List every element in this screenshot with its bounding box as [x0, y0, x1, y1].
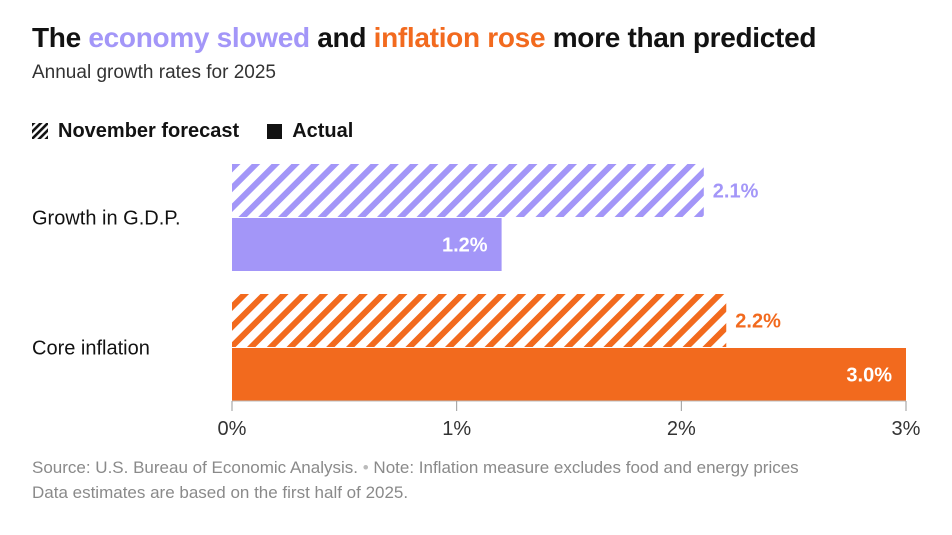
source-note-line-1: Source: U.S. Bureau of Economic Analysis… — [32, 458, 799, 478]
x-tick-label-3: 3% — [892, 418, 921, 440]
title-part-1: The — [32, 22, 89, 53]
source-note-line-2: Data estimates are based on the first ha… — [32, 483, 409, 502]
bullet-separator: • — [362, 458, 369, 477]
bar-growth-in-g-d-p-actual — [232, 218, 502, 271]
solid-swatch-icon — [267, 123, 283, 139]
bar-growth-in-g-d-p-november-forecast — [232, 164, 704, 217]
x-tick-label-0: 0% — [218, 418, 247, 440]
legend-label-actual: Actual — [292, 119, 354, 142]
legend-item-actual: Actual — [267, 120, 353, 143]
legend-label-forecast: November forecast — [58, 119, 240, 142]
x-tick-label-1: 1% — [442, 418, 471, 440]
hatched-swatch-icon — [32, 123, 48, 139]
source-text: Source: U.S. Bureau of Economic Analysis… — [32, 458, 358, 477]
category-label-core-inflation: Core inflation — [32, 338, 150, 360]
bar-core-inflation-november-forecast — [232, 294, 727, 347]
data-label-growth-in-g-d-p-actual: 1.2% — [442, 235, 488, 257]
title-highlight-inflation: inflation rose — [373, 22, 546, 53]
data-label-growth-in-g-d-p-november-forecast: 2.1% — [713, 181, 759, 203]
title-part-3: more than predicted — [545, 22, 817, 53]
legend-item-forecast: November forecast — [32, 120, 239, 143]
bar-chart: Growth in G.D.P. 2.1% 1.2% Core inflation 2.… — [32, 164, 921, 440]
title-part-2: and — [309, 22, 374, 53]
bar-core-inflation-actual — [232, 348, 906, 401]
title-highlight-economy: economy slowed — [88, 22, 310, 53]
chart-title: The economy slowed and inflation rose mo… — [32, 22, 816, 54]
x-tick-label-2: 2% — [667, 418, 696, 440]
chart-subtitle: Annual growth rates for 2025 — [32, 62, 276, 83]
note-text: Note: Inflation measure excludes food an… — [373, 458, 799, 477]
category-label-growth-in-g-d-p: Growth in G.D.P. — [32, 208, 181, 230]
data-label-core-inflation-november-forecast: 2.2% — [735, 311, 781, 333]
legend: November forecast Actual — [32, 119, 381, 143]
data-label-core-inflation-actual: 3.0% — [846, 365, 892, 387]
